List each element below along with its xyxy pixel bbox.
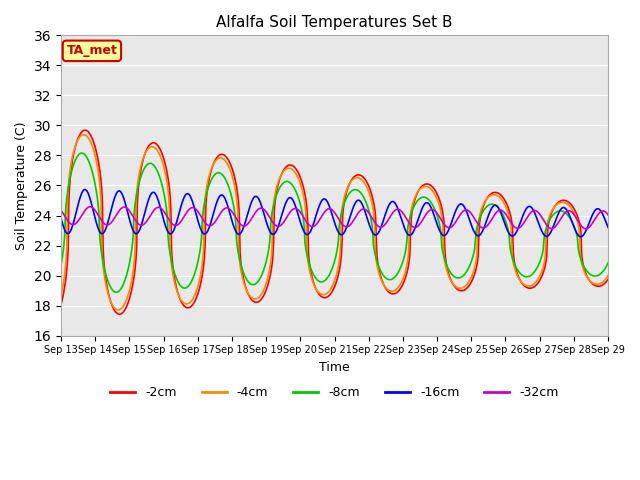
-2cm [604, 276, 612, 282]
-4cm [250, 296, 258, 302]
-4cm [392, 287, 400, 292]
Line: -16cm: -16cm [61, 190, 608, 237]
-16cm [271, 231, 278, 237]
-16cm [250, 195, 257, 201]
-8cm [271, 197, 279, 203]
-4cm [604, 273, 612, 278]
X-axis label: Time: Time [319, 361, 350, 374]
-16cm [422, 200, 430, 206]
-32cm [604, 212, 612, 217]
-16cm [577, 234, 585, 240]
-16cm [122, 203, 130, 208]
-8cm [112, 289, 120, 295]
-8cm [223, 180, 231, 186]
Line: -8cm: -8cm [61, 153, 608, 292]
-16cm [223, 199, 230, 205]
-2cm [223, 155, 231, 161]
-2cm [423, 181, 431, 187]
-4cm [80, 132, 88, 137]
Line: -4cm: -4cm [61, 134, 608, 310]
-4cm [115, 307, 122, 313]
Line: -32cm: -32cm [61, 207, 608, 229]
-32cm [392, 207, 399, 213]
-8cm [423, 195, 431, 201]
-32cm [422, 211, 430, 217]
-32cm [57, 207, 65, 213]
-16cm [81, 187, 88, 192]
-4cm [423, 184, 431, 190]
-2cm [392, 290, 400, 296]
Title: Alfalfa Soil Temperatures Set B: Alfalfa Soil Temperatures Set B [216, 15, 452, 30]
-4cm [123, 297, 131, 302]
-4cm [271, 192, 279, 197]
Line: -2cm: -2cm [61, 130, 608, 314]
Y-axis label: Soil Temperature (C): Soil Temperature (C) [15, 121, 28, 250]
-8cm [604, 260, 612, 266]
-2cm [271, 199, 279, 205]
-16cm [57, 215, 65, 221]
-4cm [223, 161, 231, 167]
-2cm [250, 299, 258, 305]
-2cm [57, 301, 65, 307]
-32cm [122, 204, 130, 210]
-32cm [223, 205, 230, 211]
-8cm [392, 273, 400, 278]
Text: TA_met: TA_met [67, 44, 117, 57]
-8cm [123, 272, 131, 278]
-2cm [123, 304, 131, 310]
-32cm [582, 226, 590, 232]
Legend: -2cm, -4cm, -8cm, -16cm, -32cm: -2cm, -4cm, -8cm, -16cm, -32cm [106, 382, 564, 405]
-16cm [392, 201, 399, 207]
-2cm [81, 127, 89, 133]
-32cm [271, 221, 278, 227]
-32cm [86, 204, 94, 210]
-8cm [57, 262, 65, 268]
-32cm [250, 213, 257, 218]
-8cm [250, 282, 258, 288]
-8cm [78, 150, 86, 156]
-4cm [57, 292, 65, 298]
-16cm [604, 225, 612, 230]
-2cm [116, 312, 124, 317]
